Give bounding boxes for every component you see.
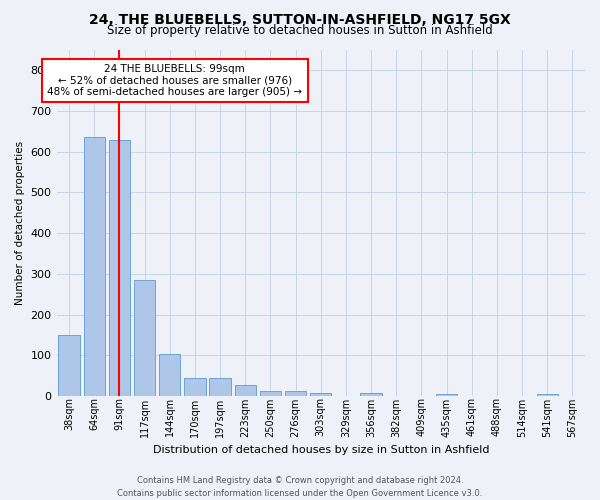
X-axis label: Distribution of detached houses by size in Sutton in Ashfield: Distribution of detached houses by size …: [152, 445, 489, 455]
Bar: [235, 384, 256, 396]
Text: 24 THE BLUEBELLS: 99sqm
← 52% of detached houses are smaller (976)
48% of semi-d: 24 THE BLUEBELLS: 99sqm ← 52% of detache…: [47, 64, 302, 97]
Text: 24, THE BLUEBELLS, SUTTON-IN-ASHFIELD, NG17 5GX: 24, THE BLUEBELLS, SUTTON-IN-ASHFIELD, N…: [89, 12, 511, 26]
Bar: [109, 140, 130, 396]
Bar: [436, 394, 457, 396]
Bar: [83, 138, 105, 396]
Bar: [58, 335, 80, 396]
Bar: [285, 390, 307, 396]
Bar: [184, 378, 206, 396]
Bar: [310, 392, 331, 396]
Text: Contains HM Land Registry data © Crown copyright and database right 2024.
Contai: Contains HM Land Registry data © Crown c…: [118, 476, 482, 498]
Bar: [134, 280, 155, 396]
Y-axis label: Number of detached properties: Number of detached properties: [15, 141, 25, 305]
Bar: [209, 378, 231, 396]
Bar: [159, 354, 181, 396]
Bar: [260, 390, 281, 396]
Text: Size of property relative to detached houses in Sutton in Ashfield: Size of property relative to detached ho…: [107, 24, 493, 37]
Bar: [361, 392, 382, 396]
Bar: [536, 394, 558, 396]
